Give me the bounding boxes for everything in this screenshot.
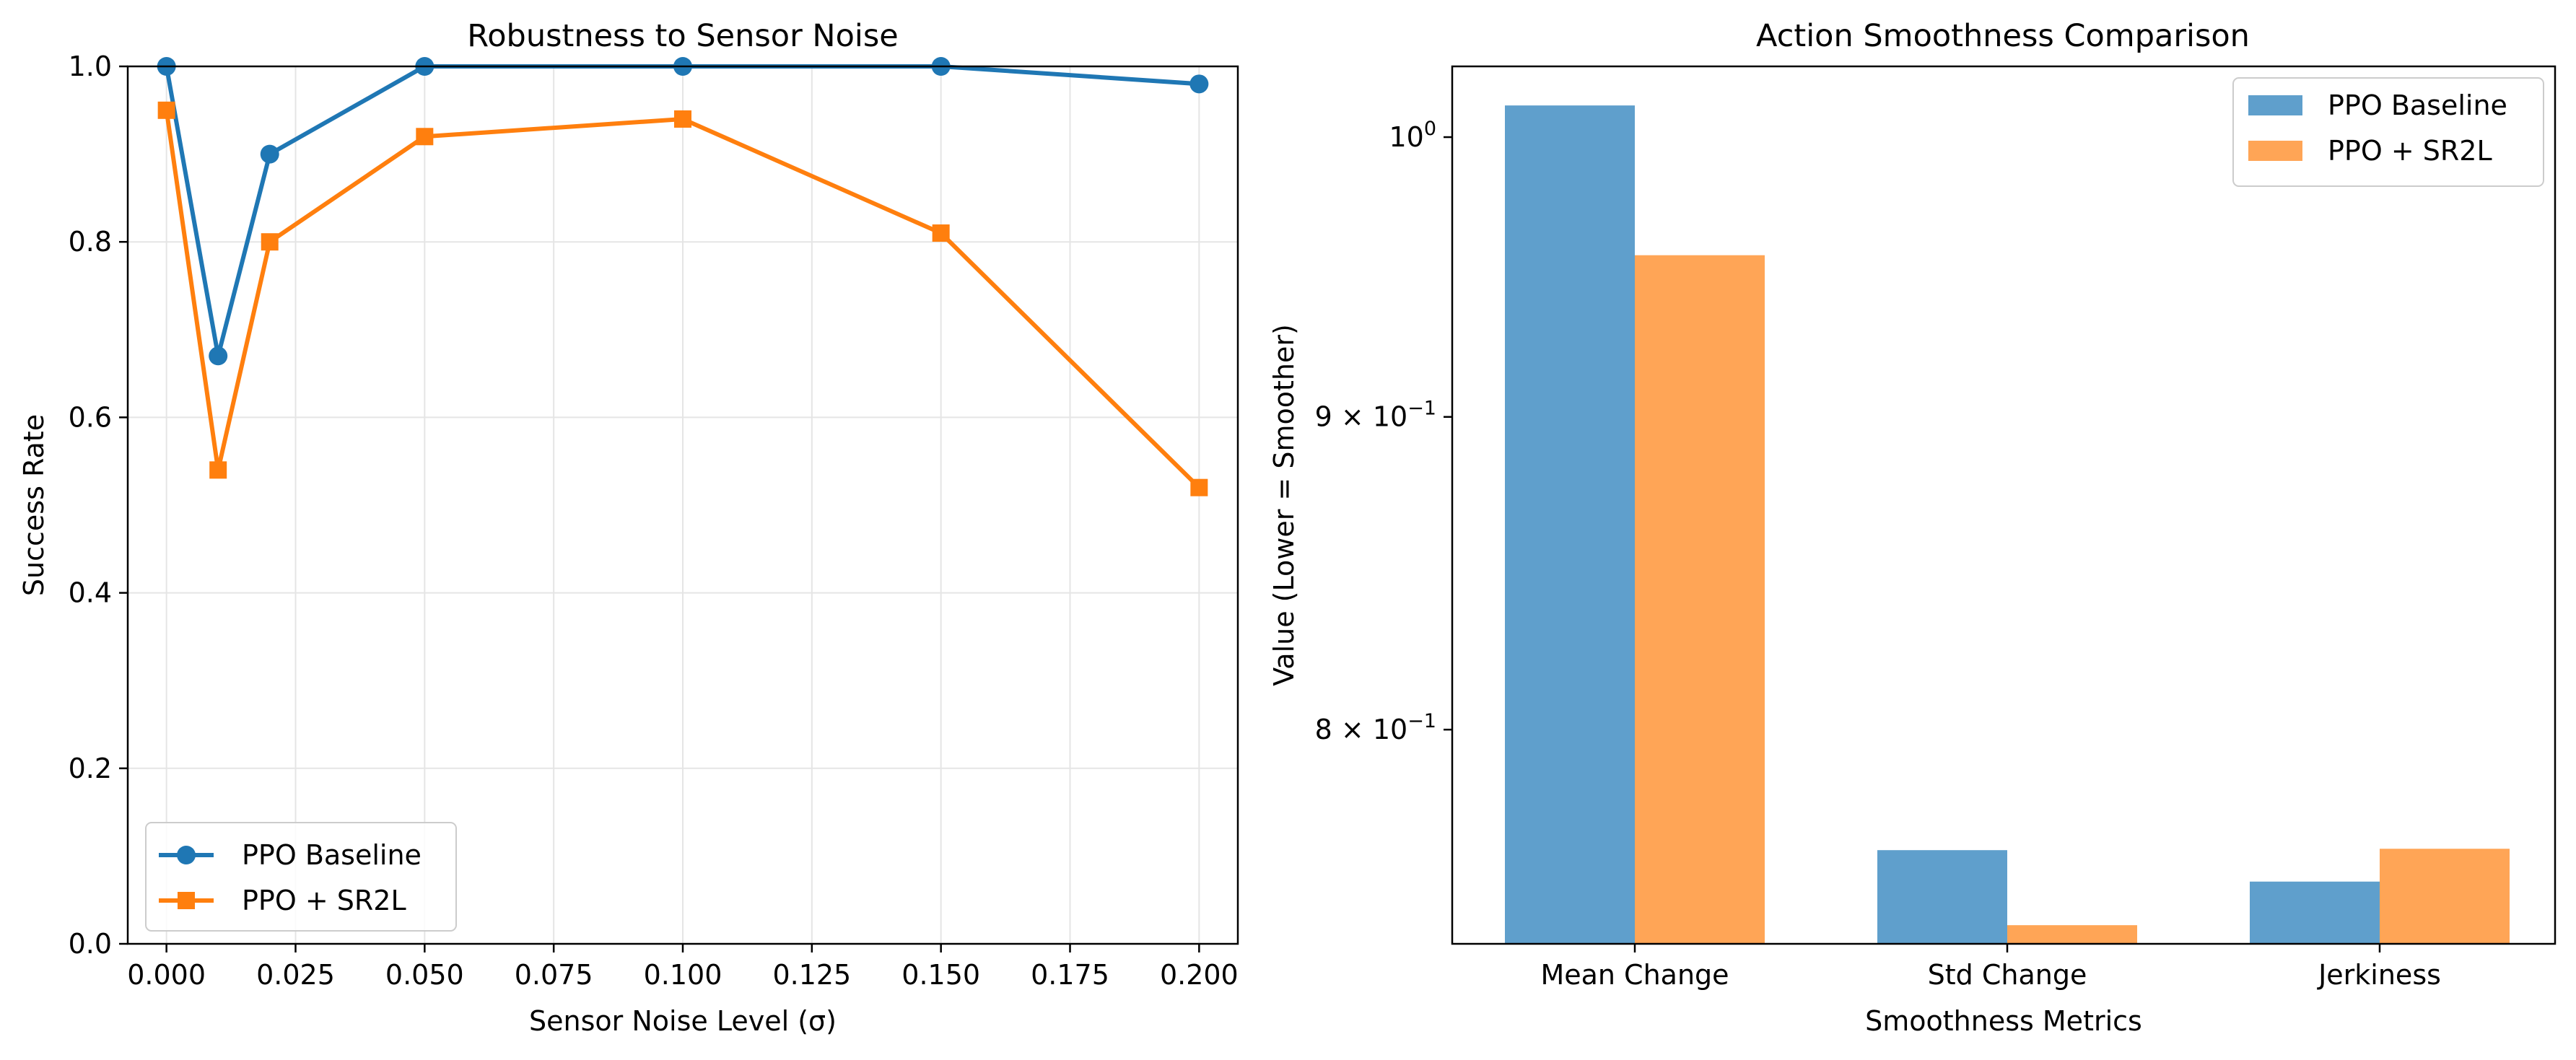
x-tick-label: 0.100 (644, 959, 722, 991)
y-tick-label: 0.8 (69, 226, 112, 258)
x-tick-label: 0.050 (385, 959, 464, 991)
x-tick-label: Std Change (1928, 959, 2087, 991)
bar-ppo-baseline (1505, 105, 1635, 945)
legend-label-bar-ppo-baseline: PPO Baseline (2328, 89, 2507, 121)
chart2-axes-frame (1451, 65, 2557, 945)
legend-marker-ppo-baseline (177, 846, 196, 864)
chart2-legend: PPO Baseline PPO + SR2L (2232, 77, 2544, 187)
data-point-ppo-baseline (209, 346, 228, 366)
x-tick-label: Mean Change (1540, 959, 1729, 991)
chart1-x-axis-label: Sensor Noise Level (σ) (529, 1005, 837, 1037)
legend-label-bar-ppo-sr2l: PPO + SR2L (2328, 135, 2492, 167)
chart2-y-axis-label: Value (Lower = Smoother) (1268, 324, 1300, 686)
data-point-ppo-baseline (260, 144, 279, 164)
chart2-y-ticks: 100 9 × 10−1 8 × 10−1 (1315, 118, 1452, 745)
x-tick-label: 0.175 (1031, 959, 1109, 991)
chart1-legend-box (145, 822, 457, 932)
x-tick-label: 0.125 (772, 959, 851, 991)
bar-ppo-sr2l (2380, 849, 2510, 944)
x-tick-label: 0.200 (1160, 959, 1239, 991)
data-point-ppo-sr2l (157, 101, 175, 119)
data-point-ppo-sr2l (674, 110, 691, 128)
bar-ppo-sr2l (1635, 255, 1765, 944)
legend-swatch-ppo-baseline (2248, 95, 2302, 115)
chart1-grid (128, 66, 1238, 945)
y-tick-label: 8 × 10−1 (1315, 710, 1436, 745)
data-point-ppo-baseline (1189, 74, 1209, 94)
x-tick-label: 0.150 (901, 959, 980, 991)
chart2-x-axis-label: Smoothness Metrics (1865, 1005, 2142, 1037)
chart2-legend-box (2232, 77, 2544, 187)
legend-marker-ppo-sr2l (178, 892, 195, 909)
x-tick-label: 0.025 (256, 959, 335, 991)
bar-ppo-sr2l (2007, 925, 2137, 944)
y-tick-label: 0.2 (69, 753, 112, 784)
data-point-ppo-sr2l (261, 233, 279, 251)
line-chart: Robustness to Sensor Noise 0.000 0.025 0.0… (18, 18, 1239, 1037)
x-tick-label: 0.075 (515, 959, 593, 991)
bar-ppo-baseline (2250, 881, 2380, 944)
legend-label-ppo-baseline: PPO Baseline (242, 839, 422, 871)
data-point-ppo-sr2l (416, 128, 434, 146)
y-tick-label: 100 (1389, 118, 1436, 153)
y-tick-label: 0.6 (69, 401, 112, 433)
y-tick-label: 1.0 (69, 51, 112, 82)
data-point-ppo-sr2l (1190, 478, 1208, 496)
chart1-y-axis-label: Success Rate (18, 414, 50, 596)
chart1-legend: PPO Baseline PPO + SR2L (145, 822, 457, 932)
chart2-bars (1505, 105, 2510, 945)
chart2-x-ticks: Mean Change Std Change Jerkiness (1540, 944, 2441, 991)
y-tick-label: 0.4 (69, 577, 112, 609)
chart1-x-ticks: 0.000 0.025 0.050 0.075 0.100 0.125 0.150 0.175… (127, 944, 1239, 991)
data-point-ppo-sr2l (209, 461, 227, 479)
data-point-ppo-sr2l (932, 224, 950, 242)
y-tick-label: 9 × 10−1 (1315, 398, 1436, 433)
chart2-title: Action Smoothness Comparison (1756, 18, 2250, 54)
x-tick-label: Jerkiness (2317, 959, 2441, 991)
chart1-title: Robustness to Sensor Noise (467, 18, 898, 54)
y-tick-label: 0.0 (69, 928, 112, 960)
x-tick-label: 0.000 (127, 959, 206, 991)
bar-chart: Action Smoothness Comparison Mean Change… (1268, 18, 2557, 1037)
bar-ppo-baseline (1877, 850, 2007, 944)
chart1-y-ticks: 0.0 0.2 0.4 0.6 0.8 1.0 (69, 51, 128, 960)
legend-swatch-ppo-sr2l (2248, 141, 2302, 161)
legend-label-ppo-sr2l: PPO + SR2L (242, 885, 406, 916)
